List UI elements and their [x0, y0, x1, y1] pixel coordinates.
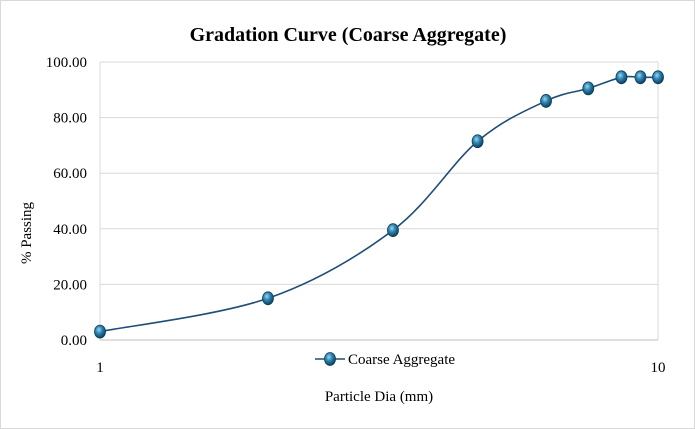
y-tick-label: 0.00 [61, 333, 87, 349]
axes [99, 62, 659, 341]
y-tick-label: 20.00 [53, 277, 87, 293]
data-point [387, 223, 399, 238]
y-axis-label: % Passing [19, 201, 35, 264]
series-line [99, 75, 658, 333]
chart-title: Gradation Curve (Coarse Aggregate) [190, 24, 507, 46]
legend-label: Coarse Aggregate [348, 352, 455, 368]
data-point [634, 70, 647, 85]
y-tick-label: 60.00 [53, 166, 87, 182]
x-tick-label: 1 [96, 360, 104, 376]
y-tick-label: 100.00 [46, 55, 87, 71]
legend-marker [324, 352, 336, 366]
series-lines [99, 75, 658, 333]
data-point [471, 134, 484, 149]
grid-lines [100, 61, 658, 285]
data-point [540, 94, 552, 108]
data-point [94, 324, 106, 339]
y-tick-labels: 0.00 20.00 40.00 60.00 80.00 100.00 [46, 55, 87, 349]
x-axis-label: Particle Dia (mm) [325, 389, 433, 405]
x-tick-labels: 1 10 [96, 360, 665, 376]
y-tick-label: 40.00 [53, 222, 87, 238]
data-point [652, 70, 664, 85]
legend: Coarse Aggregate [315, 352, 455, 368]
y-tick-label: 80.00 [53, 111, 87, 127]
data-point [262, 291, 274, 306]
series-markers [94, 70, 664, 339]
data-point [615, 70, 628, 85]
data-point [582, 81, 595, 96]
x-tick-label: 10 [651, 360, 666, 376]
